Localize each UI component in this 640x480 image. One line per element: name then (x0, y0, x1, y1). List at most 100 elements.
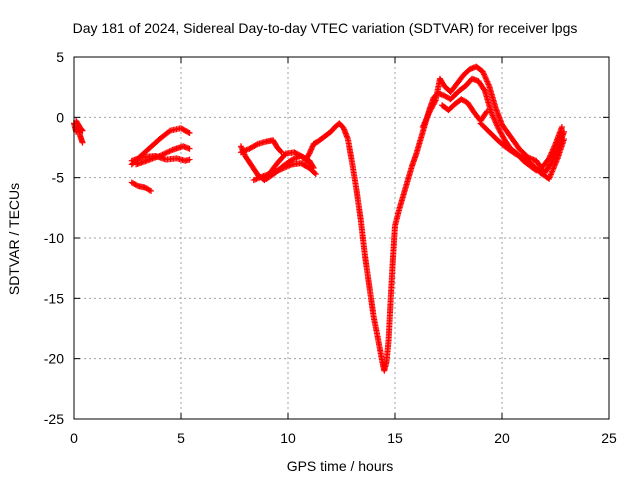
tick-labels: 0 5 10 15 20 25 5 0 -5 -10 -15 -20 -25 (44, 49, 617, 446)
data-point (178, 125, 184, 132)
data-point (479, 68, 486, 75)
data-point (289, 156, 296, 163)
data-point (79, 139, 86, 146)
data-point (477, 120, 484, 127)
trace-marker (253, 141, 260, 148)
data-point (167, 127, 174, 134)
data-point (248, 162, 255, 169)
data-point (143, 157, 150, 164)
data-point (441, 92, 448, 99)
y-tick-label: -10 (44, 230, 64, 246)
trace-marker (146, 187, 153, 194)
data-point (357, 216, 364, 223)
data-point (499, 121, 505, 128)
data-point (464, 99, 471, 106)
data-point (387, 295, 394, 302)
data-point (528, 161, 535, 168)
data-point (332, 123, 339, 130)
data-point (432, 97, 439, 104)
data-point (441, 82, 448, 89)
data-point (561, 136, 568, 143)
series-track-12 (419, 63, 568, 176)
x-tick-label: 15 (387, 430, 403, 446)
data-point (481, 87, 488, 94)
data-point (501, 136, 508, 143)
data-point (558, 123, 565, 130)
x-tick-label: 10 (280, 430, 296, 446)
trace-marker (238, 144, 245, 151)
data-point (447, 88, 454, 95)
grid-lines (74, 57, 609, 419)
series-track-3 (128, 179, 155, 194)
data-point (533, 157, 540, 164)
data-point (186, 156, 193, 163)
data-point (413, 150, 420, 157)
data-point (133, 161, 140, 168)
trace-marker (166, 128, 173, 135)
data-point (297, 160, 304, 167)
data-point (79, 127, 86, 134)
data-point (186, 130, 193, 137)
data-point (291, 149, 298, 156)
data-point (128, 157, 135, 164)
trace-marker (308, 146, 315, 153)
data-point (362, 253, 369, 260)
data-point (537, 169, 544, 176)
data-point (484, 108, 491, 115)
y-tick-label: -5 (52, 170, 65, 186)
x-tick-label: 5 (177, 430, 185, 446)
data-point (436, 75, 443, 82)
data-point (278, 149, 285, 156)
data-point (272, 169, 279, 176)
data-point (456, 87, 463, 94)
data-point (370, 313, 377, 320)
y-tick-label: 5 (56, 49, 64, 65)
data-point (270, 137, 277, 144)
data-point (383, 359, 390, 366)
x-tick-label: 25 (601, 430, 617, 446)
data-point (274, 160, 281, 167)
data-point (426, 109, 433, 116)
trace-marker (277, 148, 284, 155)
data-point (321, 133, 328, 140)
data-point (135, 183, 142, 190)
data-point (473, 63, 480, 70)
data-point (486, 82, 493, 89)
trace-marker (431, 98, 438, 105)
data-point (366, 283, 373, 290)
data-point (263, 175, 270, 182)
data-point (404, 177, 411, 184)
data-point (385, 337, 392, 344)
data-point (141, 184, 148, 191)
data-point (466, 66, 473, 73)
data-point (516, 145, 523, 152)
data-point (374, 335, 381, 342)
data-point (469, 75, 476, 82)
data-point (312, 171, 319, 178)
data-point (344, 136, 351, 143)
trace-marker (307, 147, 314, 154)
data-point (128, 179, 135, 186)
data-point (488, 109, 495, 116)
x-tick-label: 20 (494, 430, 510, 446)
data-point (462, 82, 469, 89)
data-point (250, 177, 257, 184)
trace-marker (309, 163, 316, 170)
trace-marker (309, 143, 316, 150)
data-point (173, 155, 180, 162)
y-tick-label: -15 (44, 290, 64, 306)
trace-marker (308, 145, 315, 152)
data-point (546, 175, 553, 182)
data-point (263, 138, 270, 145)
data-point (503, 144, 510, 151)
series-track-2 (73, 117, 86, 134)
series-track-14 (477, 120, 568, 182)
data-point (259, 173, 266, 180)
data-point (445, 107, 452, 114)
data-point (145, 145, 152, 152)
data-point (314, 138, 321, 145)
data-points (71, 63, 568, 374)
data-point (439, 102, 446, 109)
data-point (237, 143, 244, 150)
y-tick-label: 0 (56, 109, 64, 125)
